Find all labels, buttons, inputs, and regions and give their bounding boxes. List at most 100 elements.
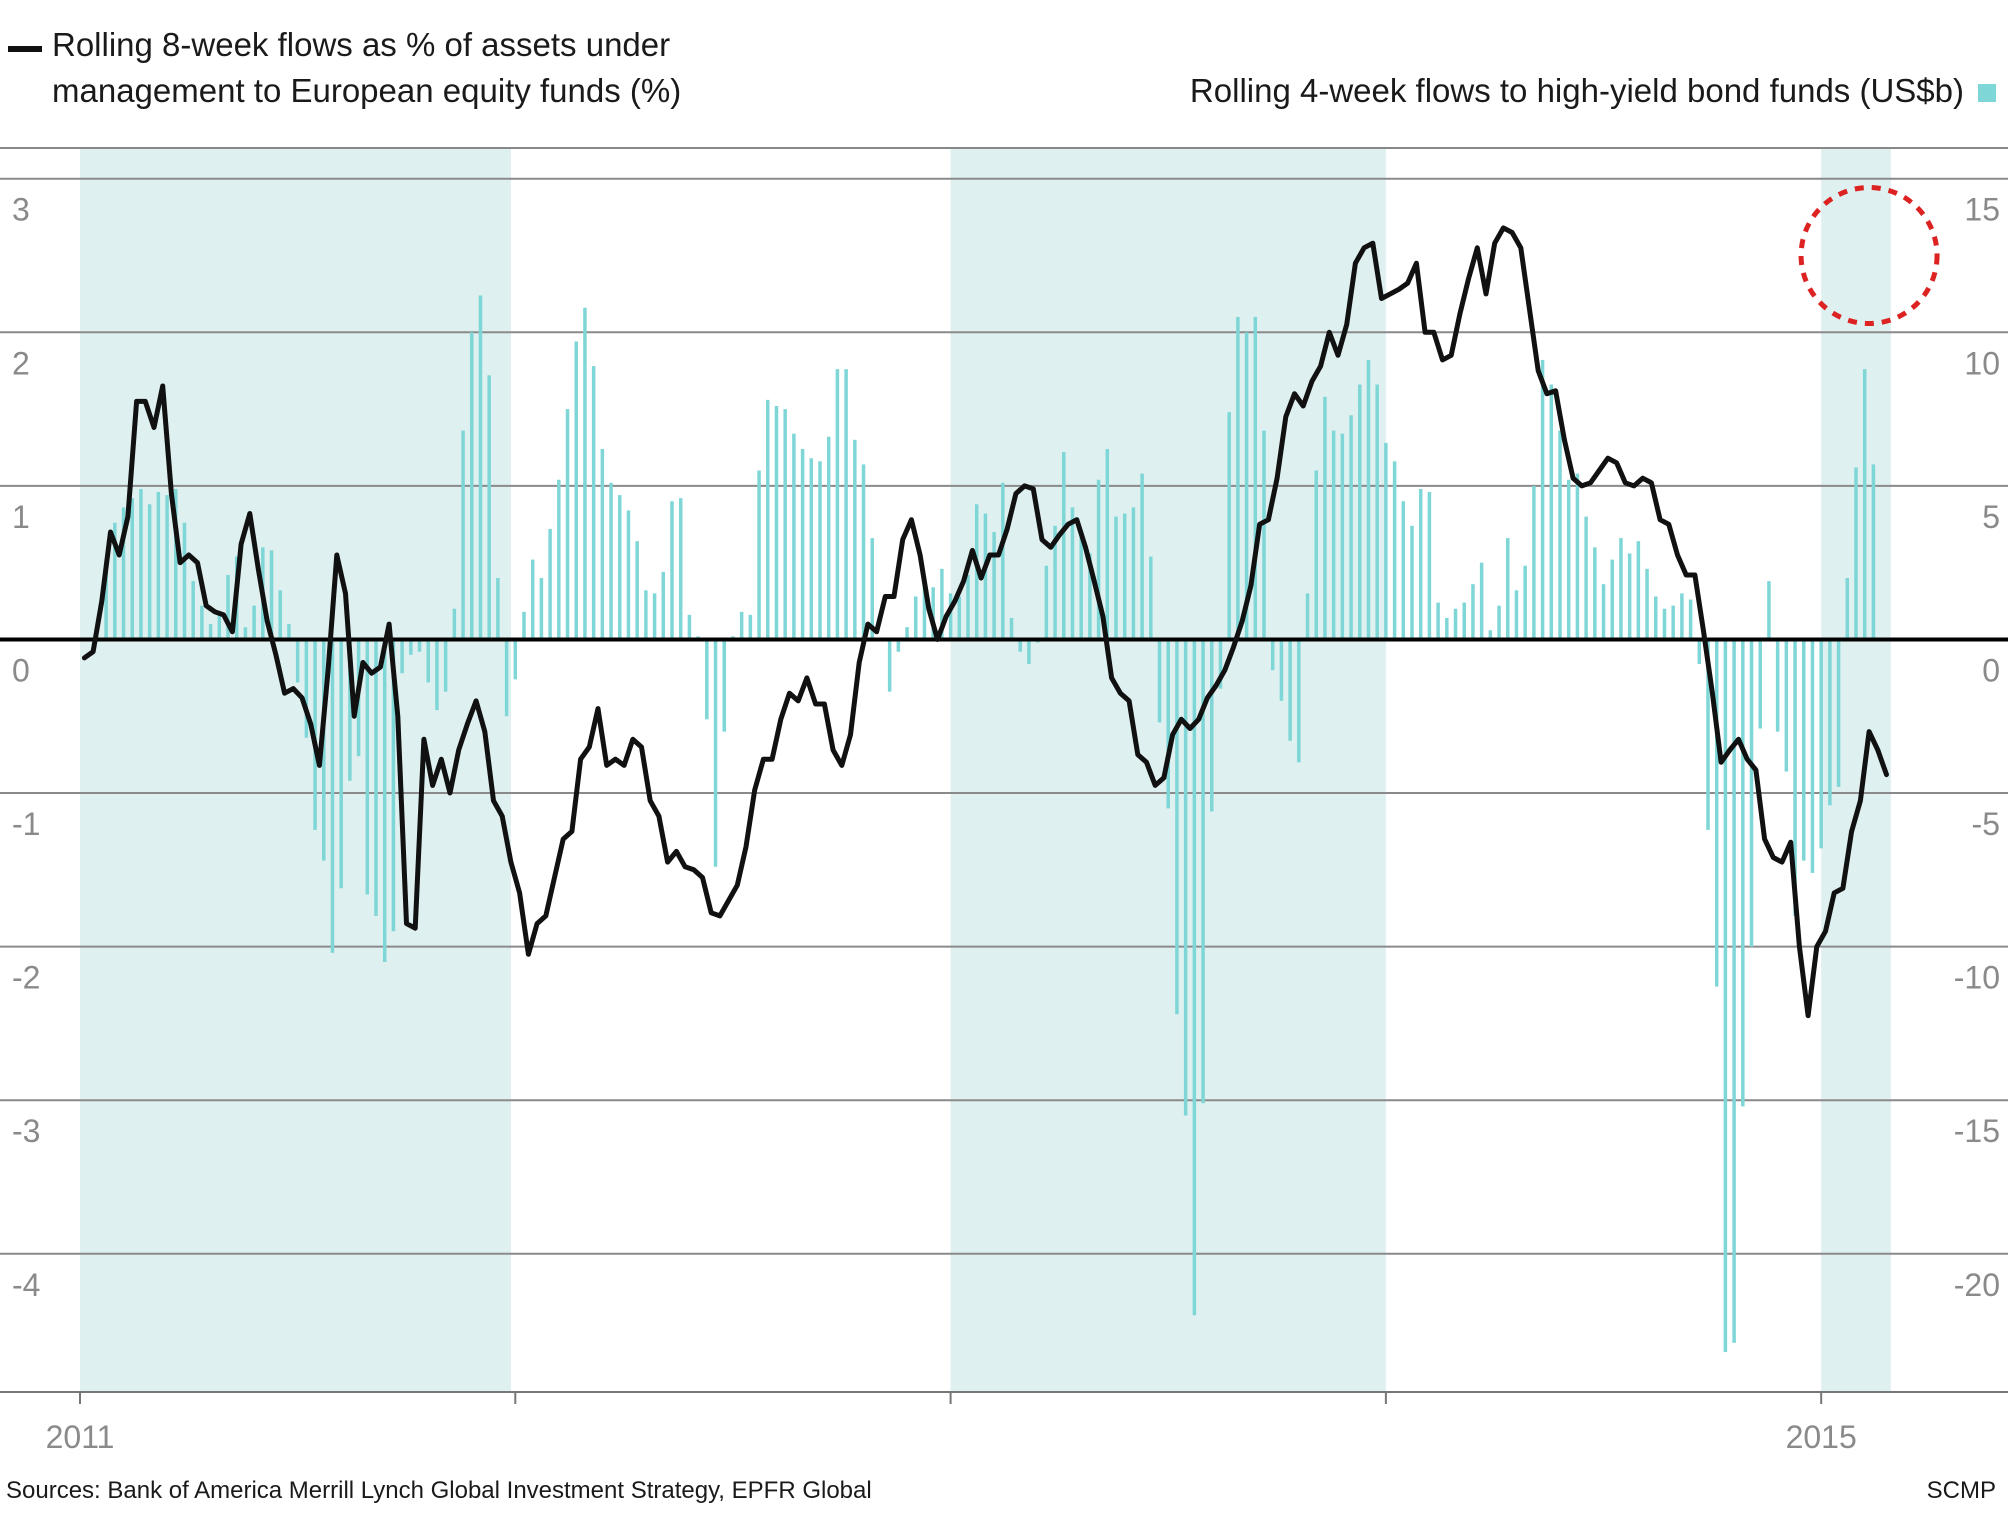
hy-bond-bar <box>1836 639 1841 787</box>
left-tick-label: -2 <box>12 960 40 996</box>
hy-bond-bar <box>470 332 474 640</box>
hy-bond-bar <box>365 639 370 895</box>
hy-bond-bar <box>121 507 126 640</box>
hy-bond-bar <box>1044 565 1049 640</box>
hy-bond-bar <box>1236 316 1240 640</box>
hy-bond-bar <box>678 498 683 640</box>
hy-bond-bar <box>165 495 169 640</box>
hy-bond-bar <box>304 639 309 738</box>
hy-bond-bar <box>400 639 404 674</box>
hy-bond-bar <box>739 611 744 640</box>
hy-bond-bar <box>478 295 483 640</box>
hy-bond-bar <box>1871 464 1876 640</box>
hy-bond-bar <box>948 593 953 640</box>
hy-bond-bar <box>513 639 518 680</box>
hy-bond-bar <box>1305 593 1310 640</box>
hy-bond-bar <box>226 574 230 640</box>
hy-bond-bar <box>983 513 988 640</box>
hy-bond-bar <box>1270 639 1275 671</box>
hy-bond-bar <box>1001 482 1005 640</box>
hy-bond-bar <box>853 439 857 640</box>
hy-bond-bar <box>1558 430 1562 640</box>
hy-bond-bar <box>1105 449 1110 640</box>
legend-bar: Rolling 4-week flows to high-yield bond … <box>1190 68 1996 114</box>
hy-bond-bar <box>139 488 143 640</box>
hy-bond-bar <box>1218 639 1223 689</box>
hy-bond-bar <box>330 639 335 953</box>
hy-bond-bar <box>1427 492 1432 640</box>
hy-bond-bar <box>1680 593 1684 640</box>
hy-bond-bar <box>635 541 639 640</box>
hy-bond-bar <box>1862 369 1867 640</box>
left-tick-label: -4 <box>12 1267 40 1303</box>
hy-bond-bar <box>1166 639 1170 809</box>
hy-bond-bar <box>1697 639 1702 665</box>
left-tick-label: 3 <box>12 192 30 228</box>
hy-bond-bar <box>1636 541 1641 640</box>
hy-bond-bar <box>1654 596 1658 640</box>
hy-bond-bar <box>252 605 256 640</box>
hy-bond-bar <box>609 482 613 640</box>
x-tick-label: 2011 <box>46 1419 115 1455</box>
hy-bond-bar <box>713 639 718 867</box>
hy-bond-bar <box>1114 516 1118 640</box>
hy-bond-bar <box>1575 473 1580 640</box>
hy-bond-bar <box>1619 538 1623 640</box>
hy-bond-bar <box>1802 639 1806 861</box>
hy-bond-bar <box>1723 639 1728 1353</box>
hy-bond-bar <box>1810 639 1815 873</box>
left-tick-label: -3 <box>12 1113 40 1149</box>
hy-bond-bar <box>1358 384 1362 640</box>
hy-bond-bar <box>452 608 457 640</box>
hy-bond-bar <box>626 510 631 640</box>
left-tick-label: -1 <box>12 806 40 842</box>
hy-bond-bar <box>800 449 805 640</box>
shaded-period-3 <box>1821 148 1891 1392</box>
hy-bond-bar <box>322 639 326 861</box>
hy-bond-bar <box>1401 501 1406 640</box>
hy-bond-bar <box>914 596 918 640</box>
hy-bond-bar <box>844 369 848 640</box>
hy-bond-bar <box>391 639 396 932</box>
hy-bond-bar <box>1793 639 1797 916</box>
hy-bond-bar <box>156 492 161 640</box>
hy-bond-bar <box>1514 590 1519 640</box>
hy-bond-bar <box>487 375 491 640</box>
left-tick-label: 0 <box>12 652 30 688</box>
hy-bond-bar <box>1279 639 1284 701</box>
hy-bond-bar <box>426 639 430 683</box>
hy-bond-bar <box>269 550 274 640</box>
hy-bond-bar <box>1009 617 1014 640</box>
hy-bond-bar <box>1062 452 1066 640</box>
hy-bond-bar <box>922 578 927 640</box>
hy-bond-bar <box>1392 461 1397 640</box>
hy-bond-bar <box>1706 639 1710 830</box>
line-legend-label-line1: Rolling 8-week flows as % of assets unde… <box>52 26 671 63</box>
hy-bond-bar <box>1192 639 1197 1316</box>
hy-bond-bar <box>670 501 674 640</box>
line-legend-label-line2: management to European equity funds (%) <box>52 72 682 109</box>
hy-bond-bar <box>1593 547 1597 640</box>
hy-bond-bar <box>174 488 178 640</box>
hy-bond-bar <box>1183 639 1188 1116</box>
hy-bond-bar <box>130 498 134 640</box>
hy-bond-bar <box>1210 639 1214 812</box>
hy-bond-bar <box>774 406 779 640</box>
hy-bond-bar <box>792 433 796 640</box>
hy-bond-bar <box>200 605 204 640</box>
hy-bond-bar <box>1340 433 1345 640</box>
hy-bond-bar <box>1122 513 1127 640</box>
hy-bond-bar <box>1749 639 1754 947</box>
hy-bond-bar <box>1244 332 1249 640</box>
hy-bond-bar <box>757 470 761 640</box>
hy-bond-bar <box>1671 605 1675 640</box>
hy-bond-bar <box>409 639 413 655</box>
hy-bond-bar <box>905 627 909 640</box>
hy-bond-bar <box>687 614 692 640</box>
hy-bond-bar <box>530 559 535 640</box>
hy-bond-bar <box>382 639 387 962</box>
hy-bond-bar <box>1662 608 1667 640</box>
equity-flow-line <box>81 225 1889 1019</box>
hy-bond-bar <box>1549 384 1554 640</box>
